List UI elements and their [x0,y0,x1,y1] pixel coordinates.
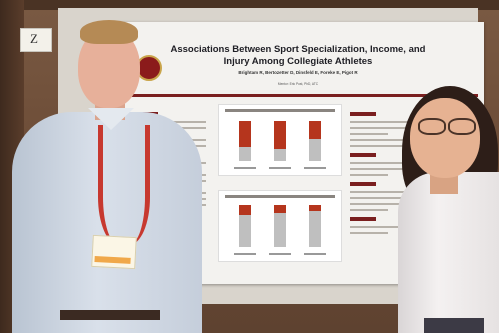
poster-divider [124,94,478,97]
lanyard [98,125,150,245]
poster-title: Associations Between Sport Specializatio… [170,44,426,67]
name-badge [91,234,137,270]
poster-authors: Brightam R, Bertozetter D, Dinsfeld E, F… [238,70,358,75]
poster-chart-bottom [218,190,342,262]
belt [60,310,160,320]
poster-mentor: Mentor: Eric Post, PhD, ATC [277,82,319,86]
woman-face [410,98,480,178]
ceiling-trim [0,0,499,10]
poster-number-letter: Z [30,31,38,46]
poster-chart-top [218,104,342,176]
poster-right-column [350,106,414,238]
poster-number-card: Z [20,28,52,52]
woman-pants [424,318,484,333]
glasses-icon [414,118,476,135]
man-hair [80,20,138,44]
woman-sweater [398,172,499,333]
